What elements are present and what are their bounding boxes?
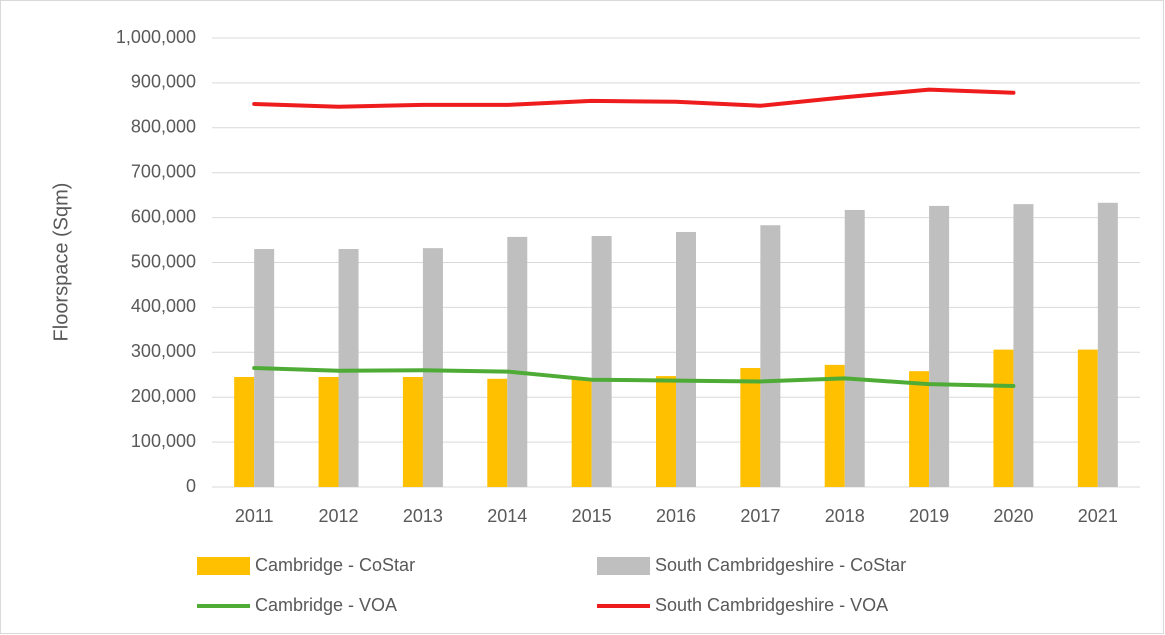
x-tick-label: 2011 [235,506,274,526]
line [252,87,1016,109]
bar [234,376,255,487]
x-tick-label: 2018 [825,506,865,526]
x-tick-label: 2016 [656,506,696,526]
y-tick-label: 700,000 [131,161,196,181]
y-tick-label: 100,000 [131,431,196,451]
x-tick-label: 2019 [909,506,949,526]
x-tick-label: 2015 [572,506,612,526]
y-tick-label: 200,000 [131,386,196,406]
bar [338,249,359,487]
bar [318,376,339,487]
x-tick-label: 2013 [403,506,443,526]
legend-label: South Cambridgeshire - VOA [655,595,888,615]
legend-swatch [197,557,250,575]
legend-label: Cambridge - VOA [255,595,397,615]
y-tick-label: 300,000 [131,341,196,361]
bar [824,364,845,487]
bar [993,349,1014,487]
x-tick-label: 2020 [993,506,1033,526]
bar [1077,349,1098,487]
x-tick-label: 2017 [740,506,780,526]
bar [1013,204,1034,487]
y-tick-label: 1,000,000 [116,27,196,47]
y-tick-label: 0 [186,476,196,496]
legend-swatch [597,557,650,575]
bar [591,236,612,487]
x-tick-label: 2012 [319,506,359,526]
bar [571,379,592,487]
y-tick-label: 500,000 [131,251,196,271]
legend-label: Cambridge - CoStar [255,555,415,575]
bar [740,368,761,487]
x-tick-label: 2014 [487,506,527,526]
bar [507,236,528,487]
line [252,366,1016,388]
bar [909,371,930,487]
y-tick-label: 900,000 [131,72,196,92]
bar [760,225,781,487]
bar [844,209,865,488]
bar [487,378,508,487]
y-tick-label: 800,000 [131,117,196,137]
bar [422,248,443,487]
bar [402,376,423,487]
x-tick-label: 2021 [1078,506,1118,526]
bar [676,231,696,487]
bar [656,376,676,487]
y-axis-title: Floorspace (Sqm) [50,183,72,342]
y-tick-label: 600,000 [131,206,196,226]
bar [1097,202,1118,487]
legend-label: South Cambridgeshire - CoStar [655,555,906,575]
bar [929,205,950,487]
y-tick-label: 400,000 [131,296,196,316]
